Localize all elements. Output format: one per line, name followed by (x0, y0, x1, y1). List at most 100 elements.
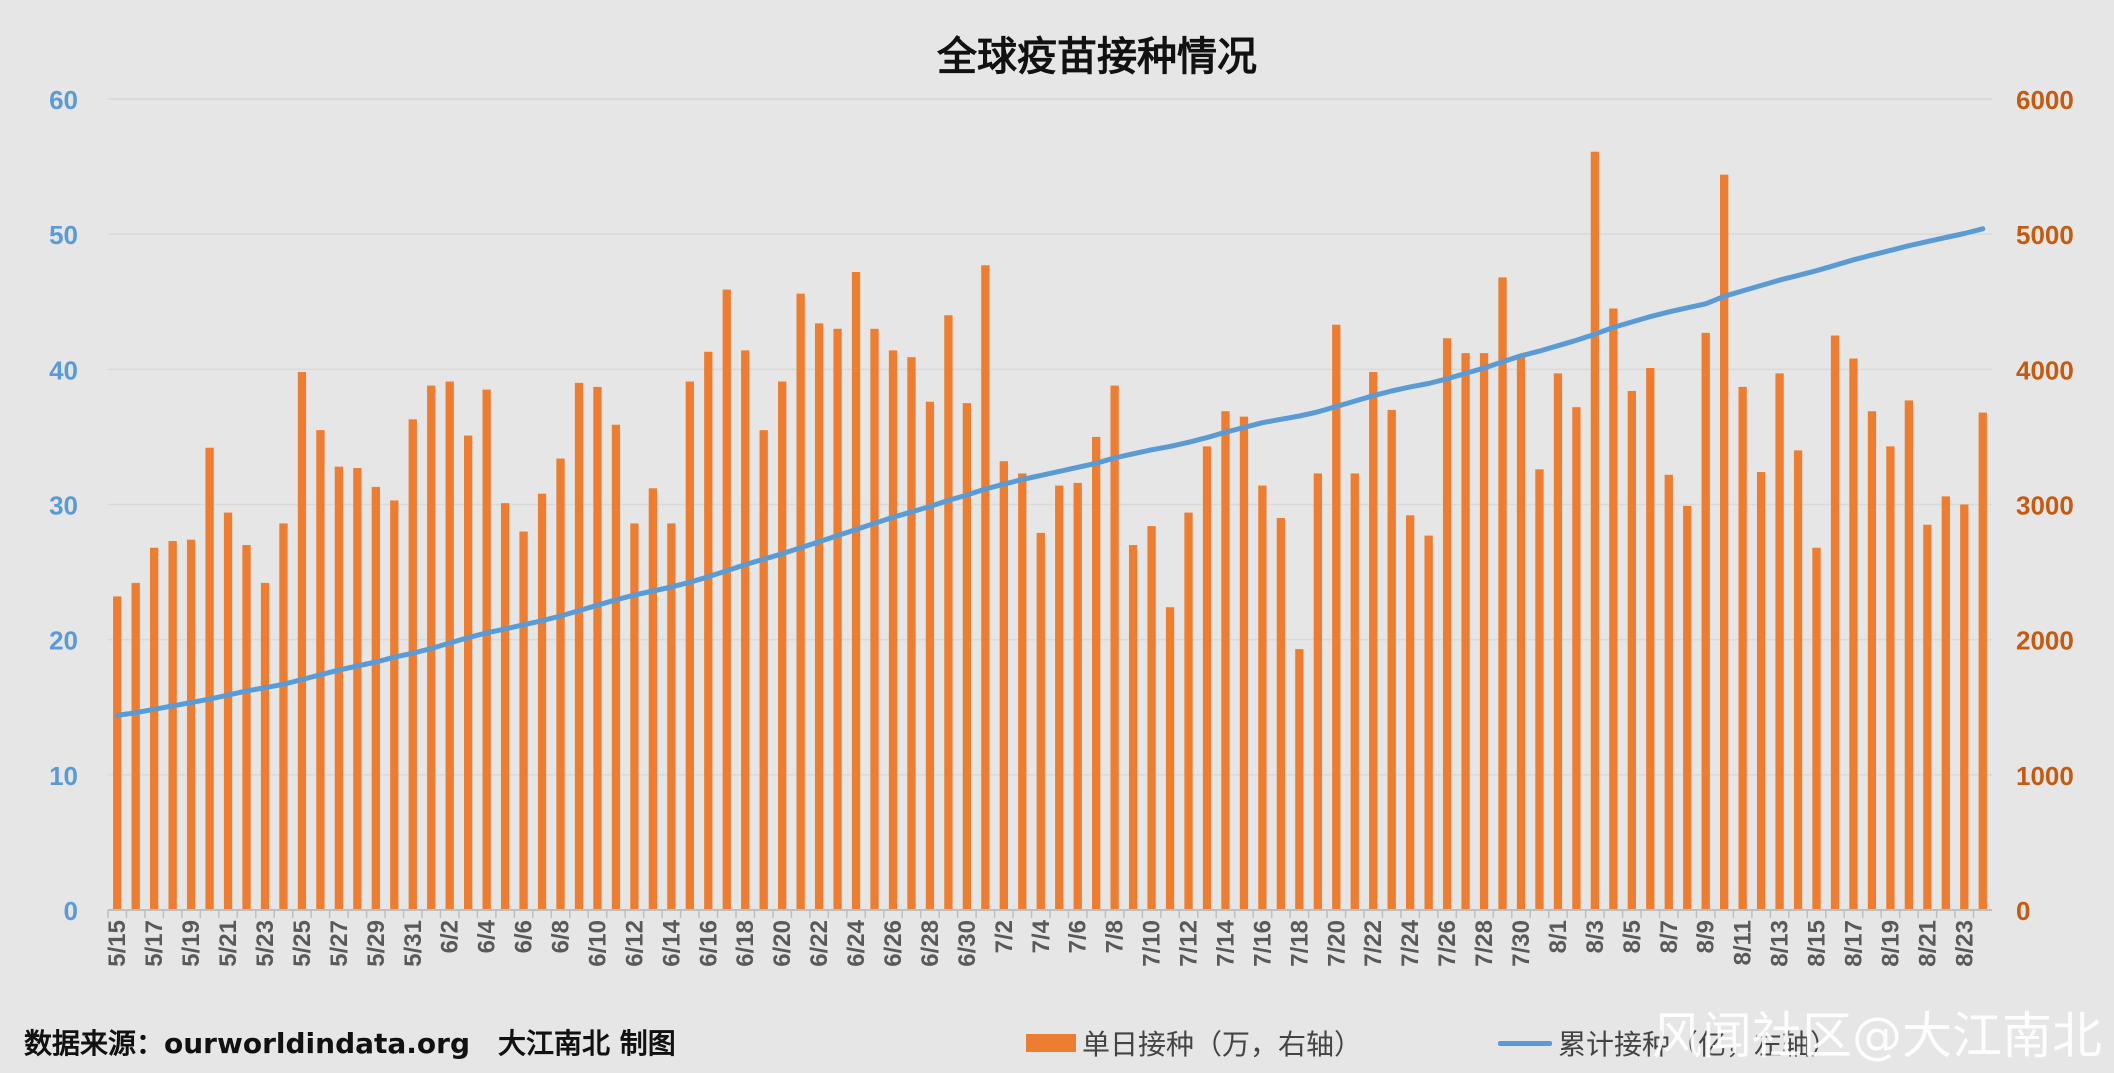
legend-label-daily: 单日接种（万，右轴） (1082, 1028, 1363, 1061)
bar (981, 265, 990, 910)
bar (851, 272, 861, 911)
x-tick-label: 6/8 (548, 920, 575, 953)
bar (759, 430, 768, 910)
right-axis-tick-label: 0 (2016, 896, 2030, 926)
x-tick-label: 7/12 (1176, 920, 1203, 967)
bar (482, 389, 491, 910)
x-tick-label: 8/1 (1545, 920, 1572, 953)
x-tick-label: 8/11 (1730, 920, 1757, 965)
bar (870, 328, 879, 910)
bar (464, 435, 473, 910)
x-tick-label: 6/14 (658, 919, 685, 966)
bar (1572, 407, 1581, 910)
bar (408, 419, 417, 910)
bar (1128, 545, 1138, 910)
bar (667, 523, 676, 910)
bar (371, 486, 380, 910)
x-tick-label: 6/6 (511, 920, 538, 953)
x-tick-label: 6/12 (621, 920, 648, 967)
x-tick-label: 7/22 (1360, 920, 1387, 967)
data-source-note: 数据来源：ourworldindata.org 大江南北 制图 (24, 1022, 676, 1062)
bar (150, 547, 159, 910)
bar (1350, 473, 1359, 910)
bar (1941, 496, 1950, 910)
x-tick-label: 7/18 (1286, 920, 1313, 967)
bar (1498, 277, 1507, 910)
legend-line-swatch (1498, 1040, 1552, 1046)
x-tick-label: 7/4 (1028, 919, 1055, 953)
bar (1258, 485, 1267, 910)
x-tick-label: 7/8 (1102, 920, 1129, 953)
bar (1424, 535, 1433, 910)
bar (907, 357, 916, 910)
bar (1775, 373, 1784, 911)
x-tick-label: 8/3 (1582, 920, 1609, 953)
bar (1738, 386, 1747, 910)
bar (316, 430, 325, 910)
legend-label-cumulative: 累计接种（亿，左轴） (1558, 1028, 1839, 1061)
x-tick-label: 7/24 (1397, 919, 1424, 966)
x-tick-label: 6/26 (880, 920, 907, 967)
bar (1221, 411, 1230, 910)
x-tick-label: 6/2 (437, 920, 464, 953)
x-tick-label: 7/2 (991, 920, 1018, 953)
bar (1406, 515, 1415, 910)
bar (1812, 547, 1821, 910)
right-axis-tick-label: 6000 (2016, 85, 2074, 115)
bar (334, 466, 344, 910)
left-axis-tick-label: 30 (49, 491, 78, 521)
left-axis-tick-label: 40 (49, 355, 78, 385)
x-tick-label: 5/25 (289, 920, 316, 967)
right-axis-tick-label: 5000 (2016, 220, 2074, 250)
x-tick-label: 7/10 (1139, 920, 1166, 967)
x-tick-label: 6/20 (769, 920, 796, 967)
x-tick-label: 7/30 (1508, 920, 1535, 967)
bar (168, 540, 177, 910)
bar (1055, 485, 1064, 910)
x-tick-label: 8/15 (1804, 920, 1831, 967)
bar (704, 351, 713, 910)
left-axis-tick-label: 60 (49, 85, 78, 115)
bar (1387, 409, 1396, 910)
bar (1720, 174, 1729, 910)
bar (390, 500, 399, 910)
bar (131, 582, 140, 910)
x-tick-label: 6/30 (954, 920, 981, 967)
bar (1442, 338, 1452, 910)
left-axis-tick-label: 0 (64, 896, 78, 926)
bar (1553, 373, 1563, 911)
x-tick-label: 5/19 (178, 920, 205, 967)
bar (1165, 607, 1175, 910)
x-tick-label: 7/28 (1471, 920, 1498, 967)
bar (1369, 372, 1378, 911)
bar (1701, 332, 1710, 910)
bar (1461, 353, 1470, 910)
bar (113, 596, 122, 910)
legend-item-cumulative: 累计接种（亿，左轴） (1498, 1026, 1839, 1061)
bar (1110, 385, 1119, 910)
bar (500, 503, 510, 910)
bar (1313, 473, 1322, 910)
bar (1332, 324, 1341, 910)
x-tick-label: 8/21 (1914, 920, 1941, 967)
bar (353, 468, 362, 910)
bar (962, 403, 972, 910)
bar (741, 350, 750, 910)
bar (205, 447, 214, 910)
bar (223, 512, 233, 910)
x-tick-label: 5/23 (252, 920, 279, 967)
left-axis-tick-label: 20 (49, 626, 78, 656)
bar (1092, 436, 1101, 910)
x-tick-label: 5/21 (215, 920, 242, 967)
x-tick-label: 8/23 (1951, 920, 1978, 967)
bar (1073, 482, 1082, 910)
source-text: 数据来源：ourworldindata.org (24, 1027, 471, 1060)
bar (1516, 355, 1526, 911)
bar (1978, 412, 1987, 910)
bar (556, 458, 565, 910)
watermark: 风闻社区@大江南北 (1652, 1007, 2102, 1065)
bar (685, 381, 694, 911)
bar (297, 372, 307, 911)
x-tick-label: 8/5 (1619, 920, 1646, 953)
x-tick-label: 5/17 (141, 920, 168, 967)
